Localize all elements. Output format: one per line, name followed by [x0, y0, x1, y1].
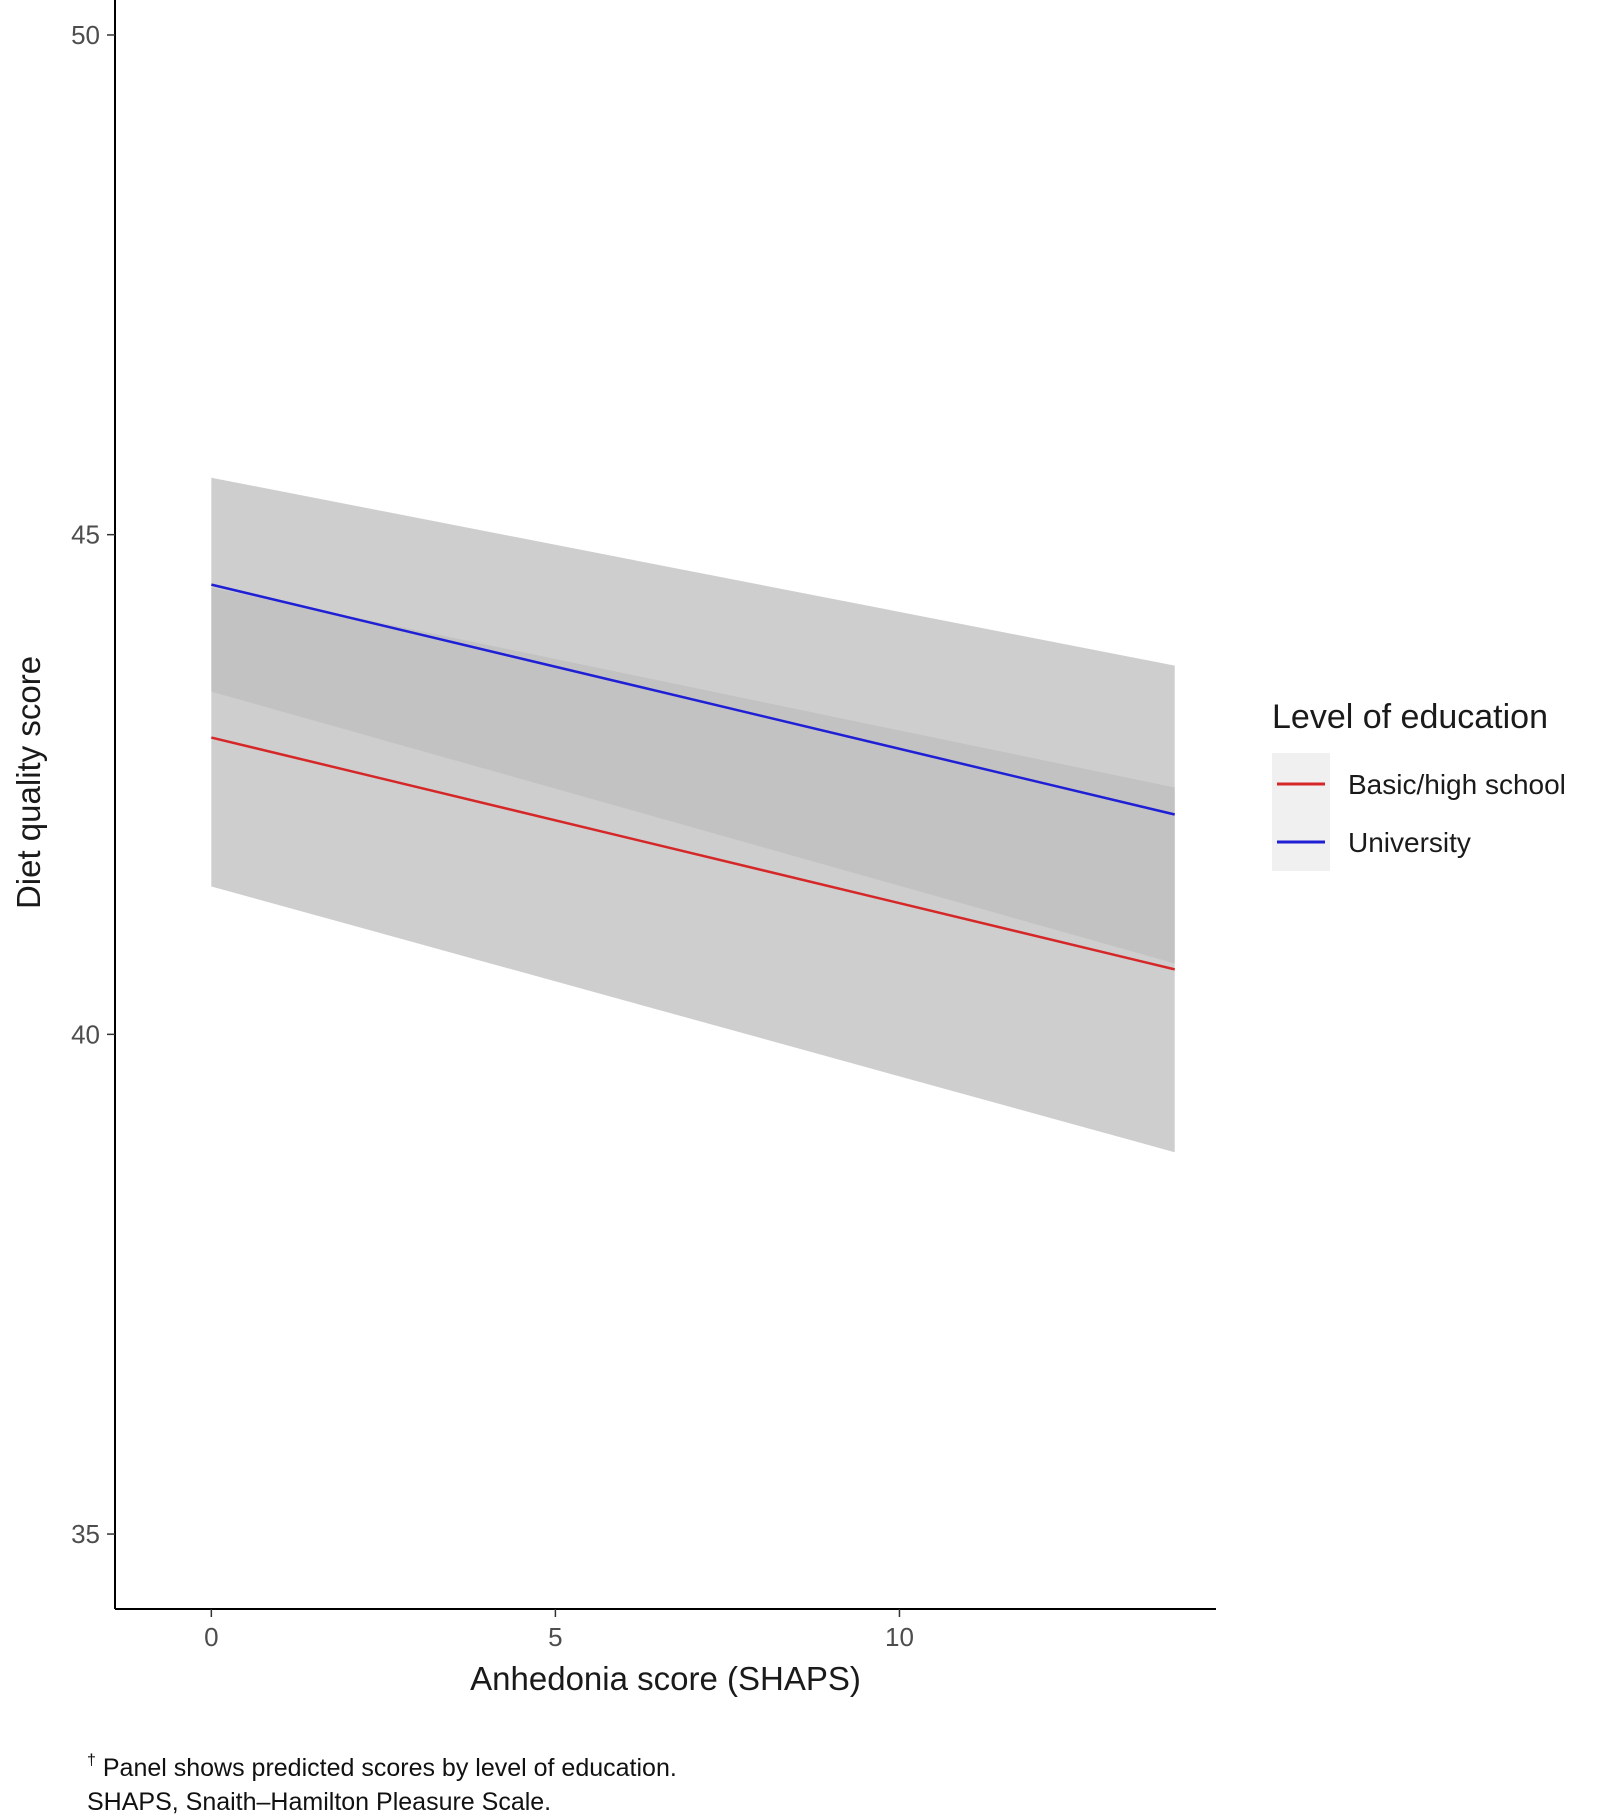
series-line-university — [211, 583, 1176, 816]
footnote-line-1: † Panel shows predicted scores by level … — [87, 1752, 677, 1783]
legend: Level of education Basic/high school Univ… — [1272, 698, 1566, 871]
x-axis-title: Anhedonia score (SHAPS) — [470, 1660, 861, 1697]
y-axis-title: Diet quality score — [10, 656, 47, 909]
footnote-text-2: SHAPS, Snaith–Hamilton Pleasure Scale. — [87, 1788, 552, 1816]
footnote-text-1: Panel shows predicted scores by level of… — [102, 1754, 677, 1782]
y-tick-label-35: 35 — [71, 1519, 100, 1549]
footnote-marker: † — [87, 1752, 96, 1769]
x-axis-ticks: 0 5 10 — [204, 1609, 914, 1652]
y-tick-label-40: 40 — [71, 1019, 100, 1049]
axes — [114, 0, 1216, 1610]
legend-label-basic-high-school: Basic/high school — [1348, 769, 1566, 800]
confidence-bands — [211, 477, 1175, 1153]
y-tick-label-45: 45 — [71, 520, 100, 550]
x-tick-label-5: 5 — [548, 1622, 562, 1652]
x-tick-label-10: 10 — [885, 1622, 914, 1652]
legend-label-university: University — [1348, 827, 1471, 858]
ci-band-university — [211, 477, 1175, 964]
series-line-basic-high-school — [211, 736, 1176, 971]
series-lines — [211, 583, 1176, 971]
legend-title: Level of education — [1272, 698, 1548, 736]
y-tick-label-50: 50 — [71, 20, 100, 50]
y-axis-ticks: 35 40 45 50 — [71, 20, 115, 1549]
x-tick-label-0: 0 — [204, 1622, 218, 1652]
footnote-line-2: SHAPS, Snaith–Hamilton Pleasure Scale. — [87, 1788, 551, 1817]
legend-key-background — [1272, 753, 1330, 871]
legend-entries: Basic/high school University — [1277, 769, 1566, 858]
